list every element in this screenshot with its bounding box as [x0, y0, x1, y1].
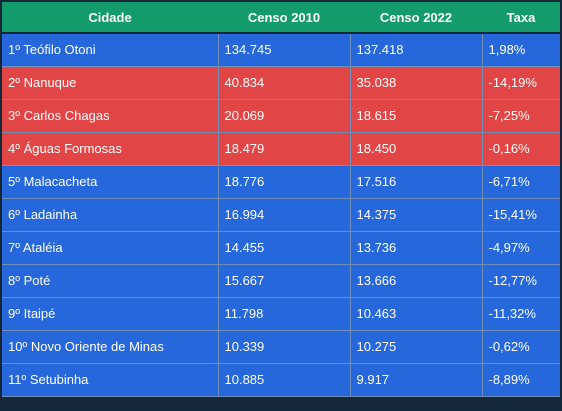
cell-cidade: 5º Malacacheta	[2, 164, 218, 199]
cell-censo2022: 137.418	[349, 32, 482, 67]
census-table: Cidade Censo 2010 Censo 2022 Taxa 1º Teó…	[2, 2, 560, 397]
table-body: 1º Teófilo Otoni 134.745 137.418 1,98% 2º Na…	[2, 32, 560, 397]
cell-censo2010: 40.834	[217, 65, 350, 100]
cell-censo2010: 11.798	[217, 296, 350, 331]
header-row: Cidade Censo 2010 Censo 2022 Taxa	[2, 2, 560, 34]
header-cidade: Cidade	[2, 2, 218, 34]
cell-censo2022: 13.666	[349, 263, 482, 298]
cell-censo2022: 35.038	[349, 65, 482, 100]
cell-censo2010: 18.776	[217, 164, 350, 199]
table-row: 5º Malacacheta 18.776 17.516 -6,71%	[2, 164, 560, 199]
cell-censo2010: 14.455	[217, 230, 350, 265]
cell-taxa: -12,77%	[481, 263, 560, 298]
cell-censo2022: 14.375	[349, 197, 482, 232]
cell-censo2010: 134.745	[217, 32, 350, 67]
cell-taxa: -0,16%	[481, 131, 560, 166]
cell-taxa: -14,19%	[481, 65, 560, 100]
cell-censo2010: 15.667	[217, 263, 350, 298]
cell-censo2022: 17.516	[349, 164, 482, 199]
table-row: 10º Novo Oriente de Minas 10.339 10.275 -0,…	[2, 329, 560, 364]
table-row: 2º Nanuque 40.834 35.038 -14,19%	[2, 65, 560, 100]
cell-cidade: 11º Setubinha	[2, 362, 218, 397]
table-row: 6º Ladainha 16.994 14.375 -15,41%	[2, 197, 560, 232]
cell-cidade: 8º Poté	[2, 263, 218, 298]
header-taxa: Taxa	[482, 2, 560, 34]
cell-taxa: -6,71%	[481, 164, 560, 199]
table-header: Cidade Censo 2010 Censo 2022 Taxa	[2, 2, 560, 34]
cell-cidade: 2º Nanuque	[2, 65, 218, 100]
cell-taxa: -7,25%	[481, 98, 560, 133]
table-row: 9º Itaipé 11.798 10.463 -11,32%	[2, 296, 560, 331]
table-row: 1º Teófilo Otoni 134.745 137.418 1,98%	[2, 32, 560, 67]
cell-cidade: 4º Águas Formosas	[2, 131, 218, 166]
header-censo-2022: Censo 2022	[350, 2, 482, 34]
cell-censo2022: 18.450	[349, 131, 482, 166]
cell-cidade: 1º Teófilo Otoni	[2, 32, 218, 67]
cell-cidade: 7º Ataléia	[2, 230, 218, 265]
cell-censo2022: 9.917	[349, 362, 482, 397]
cell-censo2022: 10.463	[349, 296, 482, 331]
cell-taxa: -0,62%	[481, 329, 560, 364]
cell-censo2022: 13.736	[349, 230, 482, 265]
cell-cidade: 10º Novo Oriente de Minas	[2, 329, 218, 364]
cell-censo2010: 16.994	[217, 197, 350, 232]
cell-censo2010: 10.885	[217, 362, 350, 397]
table-row: 8º Poté 15.667 13.666 -12,77%	[2, 263, 560, 298]
header-censo-2010: Censo 2010	[218, 2, 350, 34]
cell-cidade: 9º Itaipé	[2, 296, 218, 331]
table-row: 7º Ataléia 14.455 13.736 -4,97%	[2, 230, 560, 265]
cell-cidade: 3º Carlos Chagas	[2, 98, 218, 133]
table-row: 4º Águas Formosas 18.479 18.450 -0,16%	[2, 131, 560, 166]
cell-taxa: -4,97%	[481, 230, 560, 265]
cell-censo2010: 20.069	[217, 98, 350, 133]
cell-taxa: -8,89%	[481, 362, 560, 397]
cell-censo2022: 18.615	[349, 98, 482, 133]
cell-censo2010: 10.339	[217, 329, 350, 364]
cell-censo2022: 10.275	[349, 329, 482, 364]
cell-taxa: -15,41%	[481, 197, 560, 232]
cell-censo2010: 18.479	[217, 131, 350, 166]
cell-cidade: 6º Ladainha	[2, 197, 218, 232]
table-row: 3º Carlos Chagas 20.069 18.615 -7,25%	[2, 98, 560, 133]
cell-taxa: 1,98%	[481, 32, 560, 67]
cell-taxa: -11,32%	[481, 296, 560, 331]
table-row: 11º Setubinha 10.885 9.917 -8,89%	[2, 362, 560, 397]
